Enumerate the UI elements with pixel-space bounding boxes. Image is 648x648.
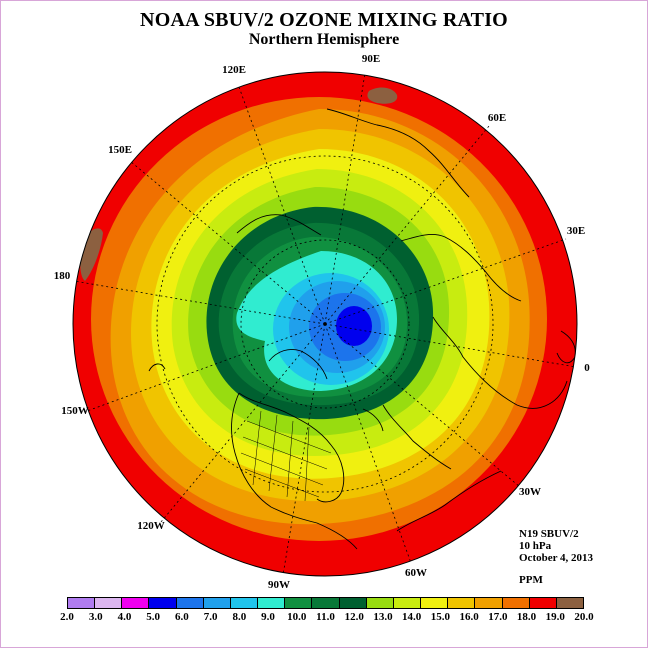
- lon-label-30w: 30W: [519, 486, 541, 498]
- state-line: [252, 410, 262, 486]
- coast-aleutians: [148, 363, 166, 372]
- lon-label-150e: 150E: [108, 144, 132, 156]
- colorbar-swatch: [475, 598, 503, 608]
- colorbar-swatch: [95, 598, 123, 608]
- colorbar-swatch: [448, 598, 476, 608]
- graticule: [73, 72, 577, 576]
- state-line: [246, 420, 332, 454]
- map-boundary: [72, 71, 578, 577]
- colorbar-swatch: [68, 598, 96, 608]
- lon-label-180: 180: [54, 270, 71, 282]
- colorbar-tick-label: 19.0: [545, 611, 565, 623]
- lon-label-90w: 90W: [268, 579, 290, 591]
- colorbar-tick-label: 18.0: [516, 611, 537, 623]
- coast-hudson-bay: [362, 408, 384, 432]
- colorbar-tick-label: 14.0: [402, 611, 422, 623]
- lon-label-30e: 30E: [567, 225, 585, 237]
- page-title: NOAA SBUV/2 OZONE MIXING RATIO: [140, 9, 508, 31]
- colorbar: [67, 597, 584, 609]
- coast-russia: [400, 234, 522, 302]
- lon-label-90e: 90E: [362, 53, 380, 65]
- state-line: [240, 452, 324, 486]
- satellite-label: N19 SBUV/2: [519, 528, 579, 540]
- coast-south-america: [396, 470, 502, 532]
- units-label: PPM: [519, 574, 543, 586]
- lon-label-150w: 150W: [61, 405, 89, 417]
- colorbar-swatch: [529, 598, 557, 608]
- meridian: [238, 86, 326, 325]
- coastlines: [148, 108, 576, 550]
- state-line: [268, 414, 278, 492]
- colorbar-tick-label: 13.0: [373, 611, 393, 623]
- lon-label-120w: 120W: [137, 520, 165, 532]
- colorbar-tick-label: 10.0: [287, 611, 307, 623]
- colorbar-swatch: [502, 598, 530, 608]
- colorbar-tick-label: 20.0: [574, 611, 594, 623]
- meridian: [86, 323, 326, 412]
- coast-arctic-islands: [268, 349, 328, 380]
- coast-europe: [432, 316, 568, 409]
- coast-north-america-east: [238, 392, 345, 503]
- colorbar-tick-label: 3.0: [88, 611, 103, 623]
- map-info: N19 SBUV/2 10 hPa October 4, 2013: [519, 528, 593, 564]
- state-line: [286, 420, 294, 498]
- colorbar-swatch: [258, 598, 286, 608]
- colorbar-tick-label: 9.0: [261, 611, 275, 623]
- coast-central-america: [270, 506, 358, 550]
- colorbar-tick-label: 12.0: [344, 611, 364, 623]
- lon-label-60w: 60W: [405, 567, 427, 579]
- coast-greenland: [382, 404, 452, 470]
- colorbar-swatch: [393, 598, 422, 608]
- colorbar-tick-label: 7.0: [203, 611, 218, 623]
- colorbar-tick-label: 15.0: [430, 611, 450, 623]
- colorbar-tick-label: 17.0: [488, 611, 508, 623]
- colorbar-swatch: [556, 598, 583, 608]
- state-line: [242, 436, 328, 470]
- colorbar-tick-label: 6.0: [175, 611, 189, 623]
- colorbar-swatch: [122, 598, 150, 608]
- state-line: [304, 426, 310, 502]
- meridian: [324, 72, 366, 325]
- meridian: [324, 323, 412, 564]
- latitude-circle: [240, 239, 410, 409]
- high-patch-north: [367, 87, 398, 104]
- coast-north-america-west: [231, 392, 272, 508]
- page-subtitle: Northern Hemisphere: [248, 31, 400, 48]
- ozone-contours: [73, 72, 577, 576]
- colorbar-tick-label: 8.0: [232, 611, 247, 623]
- band-5: [336, 306, 372, 346]
- colorbar-tick-label: 11.0: [316, 611, 335, 623]
- colorbar-tick-label: 16.0: [459, 611, 479, 623]
- colorbar-swatch: [366, 598, 394, 608]
- pressure-level-label: 10 hPa: [519, 540, 552, 552]
- meridian: [324, 323, 521, 488]
- meridian: [129, 160, 326, 325]
- state-line: [244, 468, 320, 498]
- colorbar-tick-labels: 2.0 3.0 4.0 5.0 6.0 7.0 8.0 9.0 10.0 11.0 12.0 13.0…: [60, 611, 594, 625]
- colorbar-swatch: [149, 598, 177, 608]
- colorbar-swatch: [339, 598, 367, 608]
- colorbar-swatch: [421, 598, 449, 608]
- colorbar-swatch: [230, 598, 259, 608]
- date-label: October 4, 2013: [519, 552, 594, 564]
- lon-label-120e: 120E: [222, 64, 246, 76]
- lon-label-0: 0: [584, 362, 590, 374]
- lon-label-60e: 60E: [488, 112, 506, 124]
- colorbar-swatch: [203, 598, 231, 608]
- colorbar-tick-label: 5.0: [146, 611, 161, 623]
- latitude-circle: [156, 155, 494, 493]
- colorbar-swatch: [312, 598, 340, 608]
- colorbar-swatch: [285, 598, 313, 608]
- colorbar-tick-label: 2.0: [60, 611, 74, 623]
- coast-siberia: [236, 214, 322, 236]
- colorbar-tick-label: 4.0: [117, 611, 132, 623]
- colorbar-swatch: [176, 598, 204, 608]
- us-state-lines: [240, 410, 332, 502]
